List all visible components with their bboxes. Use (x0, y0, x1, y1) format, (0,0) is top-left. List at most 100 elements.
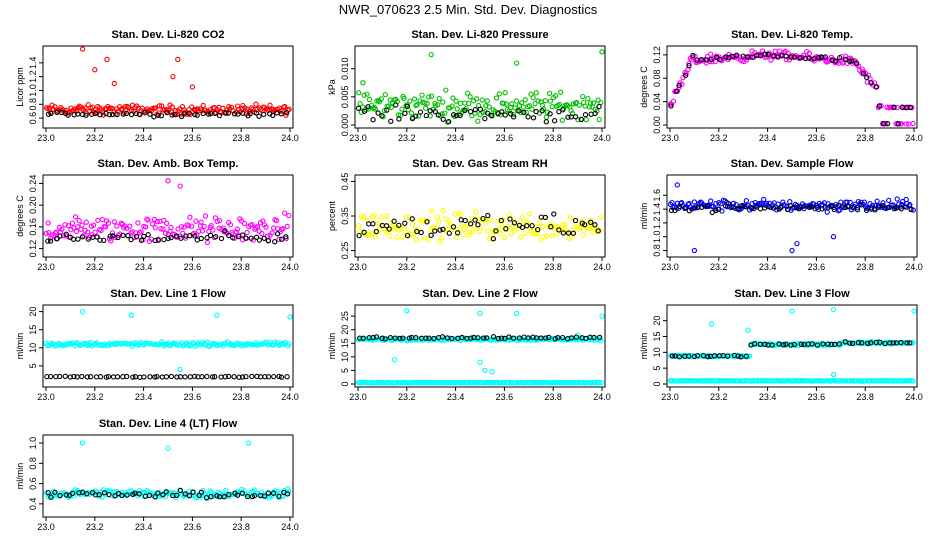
data-point (145, 217, 151, 223)
data-point (903, 121, 909, 127)
data-point (425, 237, 432, 243)
data-point (599, 49, 605, 55)
data-point (762, 51, 768, 57)
data-point (74, 108, 80, 114)
data-point (432, 108, 438, 115)
data-point (509, 101, 515, 107)
y-axis-label: ml/min (639, 203, 649, 230)
data-point (96, 492, 102, 498)
data-point (524, 220, 531, 226)
y-tick-label: 1.0 (28, 437, 38, 450)
data-point (124, 373, 130, 380)
series-2 (667, 377, 916, 384)
data-point (286, 212, 292, 219)
data-point (730, 204, 736, 210)
data-point (269, 230, 275, 236)
data-point (222, 228, 228, 234)
data-point (439, 235, 445, 241)
data-point (370, 334, 376, 341)
data-point (91, 222, 97, 228)
data-point (598, 214, 604, 220)
y-tick-label: 0.4 (28, 498, 38, 511)
data-point (536, 220, 543, 226)
data-point (130, 374, 136, 380)
data-point (559, 117, 566, 123)
data-point (788, 342, 794, 348)
data-point (189, 84, 196, 90)
data-point (510, 111, 517, 118)
data-point (253, 234, 260, 240)
data-point (549, 233, 555, 239)
data-point (783, 53, 789, 59)
data-point (679, 199, 685, 206)
data-point (573, 99, 580, 106)
data-point (526, 103, 533, 109)
data-point (907, 377, 913, 384)
data-point (62, 222, 68, 228)
data-point (596, 103, 602, 110)
data-point (370, 221, 376, 227)
data-point (770, 205, 777, 211)
data-point (743, 198, 750, 204)
data-point (380, 114, 386, 120)
x-tick-label: 23.2 (398, 133, 416, 143)
data-point (525, 114, 531, 120)
data-point (388, 104, 395, 110)
data-point (208, 223, 214, 229)
data-point (205, 111, 211, 117)
data-point (392, 335, 398, 341)
data-point (85, 229, 91, 235)
data-point (213, 234, 219, 240)
data-point (819, 206, 825, 212)
data-point (708, 56, 714, 63)
y-tick-label: 0.010 (340, 57, 350, 80)
data-point (202, 213, 209, 219)
data-point (525, 335, 531, 341)
data-point (546, 90, 553, 97)
data-point (544, 233, 550, 239)
data-point (286, 106, 292, 112)
data-point (282, 210, 288, 216)
data-point (192, 111, 198, 118)
data-point (85, 102, 91, 108)
x-tick-label: 23.0 (37, 262, 55, 272)
data-point (138, 229, 144, 235)
data-point (384, 213, 390, 219)
data-point (187, 233, 193, 239)
data-point (596, 379, 602, 386)
data-point (898, 339, 904, 346)
data-point (223, 110, 229, 116)
data-point (460, 232, 466, 238)
data-point (565, 114, 571, 120)
data-point (911, 308, 917, 314)
data-point (766, 203, 772, 210)
data-point (749, 205, 755, 212)
data-point (908, 206, 914, 213)
data-point (668, 207, 675, 214)
x-tick-label: 24.0 (905, 392, 923, 402)
x-tick-label: 23.4 (447, 392, 465, 402)
data-point (391, 218, 397, 224)
data-point (778, 204, 784, 211)
data-point (182, 374, 188, 380)
data-point (910, 207, 916, 213)
data-point (547, 98, 554, 104)
data-point (891, 104, 897, 110)
data-point (699, 204, 705, 210)
data-point (503, 226, 509, 232)
data-point (422, 380, 429, 386)
x-tick-label: 23.6 (184, 522, 202, 532)
data-point (859, 340, 865, 346)
x-tick-label: 24.0 (905, 133, 923, 143)
data-point (596, 334, 603, 341)
data-point (48, 494, 54, 500)
data-point (156, 110, 162, 116)
data-point (187, 374, 193, 380)
data-point (745, 327, 751, 333)
data-point (190, 489, 196, 495)
data-point (155, 237, 161, 243)
data-point (158, 113, 165, 119)
x-tick-label: 23.0 (349, 133, 367, 143)
data-point (284, 223, 290, 230)
x-tick-label: 24.0 (905, 262, 923, 272)
